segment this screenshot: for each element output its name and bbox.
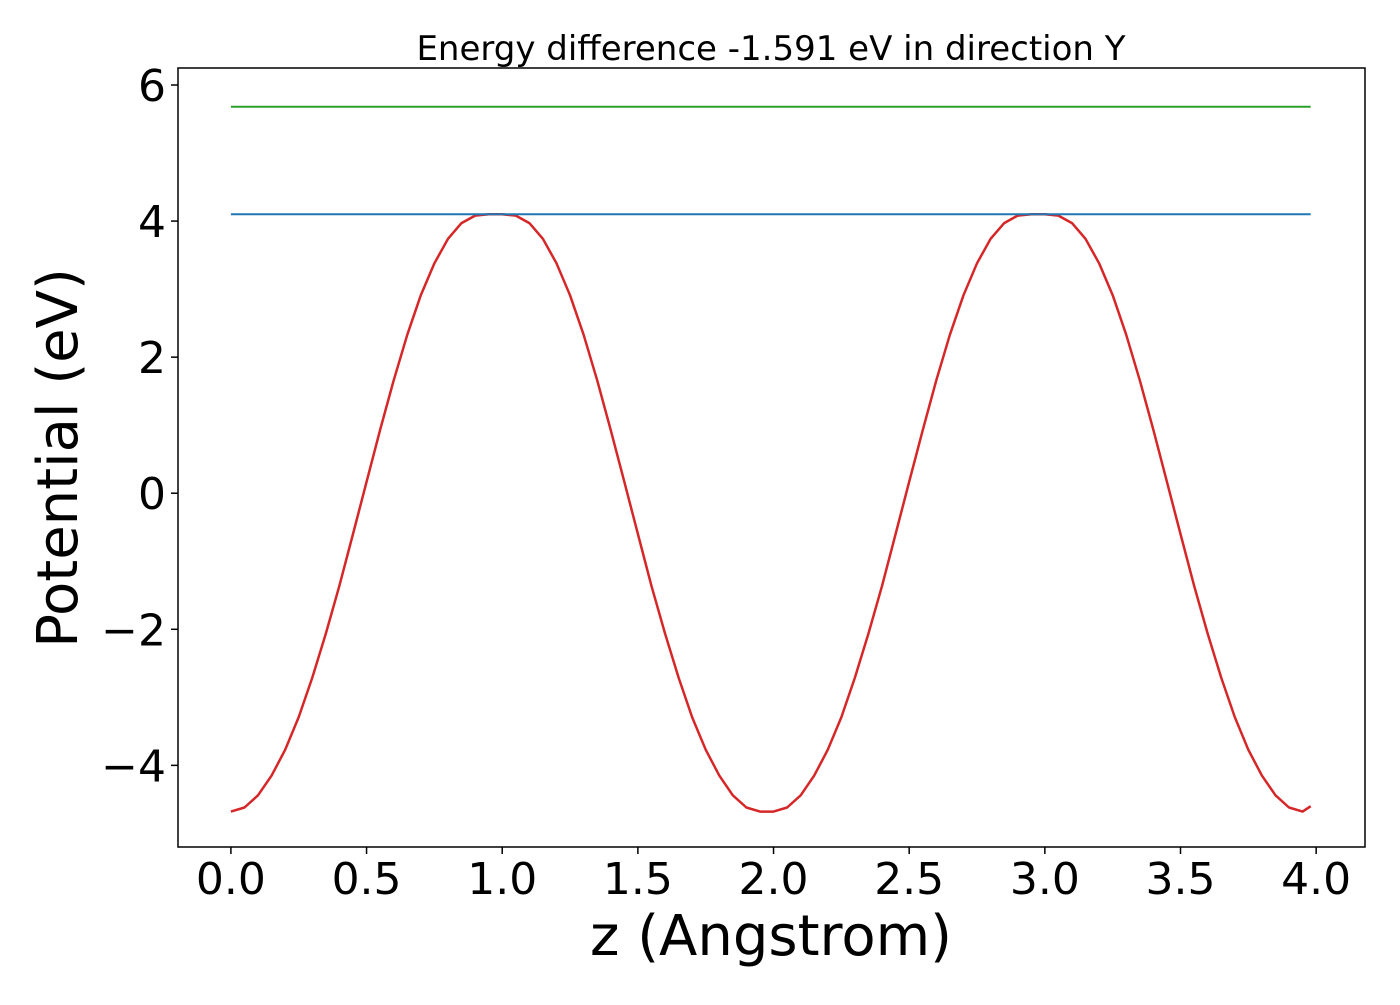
y-axis-ticks: −4 −2 0 2 4 6 [101, 61, 178, 792]
x-tick-label: 0.5 [332, 854, 402, 905]
x-tick-label: 3.0 [1010, 854, 1080, 905]
x-tick-label: 1.5 [603, 854, 673, 905]
x-tick-label: 2.0 [739, 854, 809, 905]
x-axis-label: z (Angstrom) [590, 904, 952, 969]
series-line-potential-curve [230, 213, 1312, 813]
x-tick-label: 1.0 [467, 854, 537, 905]
y-tick-label: −4 [101, 741, 166, 792]
x-tick-label: 4.0 [1281, 854, 1351, 905]
x-axis-ticks: 0.0 0.5 1.0 1.5 2.0 2.5 3.0 3.5 4.0 [196, 847, 1351, 905]
y-tick-label: −2 [101, 605, 166, 656]
chart-title: Energy difference -1.591 eV in direction… [416, 29, 1125, 69]
plot-area-frame [177, 67, 1366, 848]
y-axis-label: Potential (eV) [26, 268, 91, 648]
y-tick-label: 4 [138, 197, 166, 248]
y-tick-label: 2 [138, 333, 166, 384]
x-tick-label: 3.5 [1146, 854, 1216, 905]
x-tick-label: 2.5 [874, 854, 944, 905]
series-layer [230, 105, 1312, 813]
y-tick-label: 6 [138, 61, 166, 112]
y-tick-label: 0 [138, 469, 166, 520]
x-tick-label: 0.0 [196, 854, 266, 905]
